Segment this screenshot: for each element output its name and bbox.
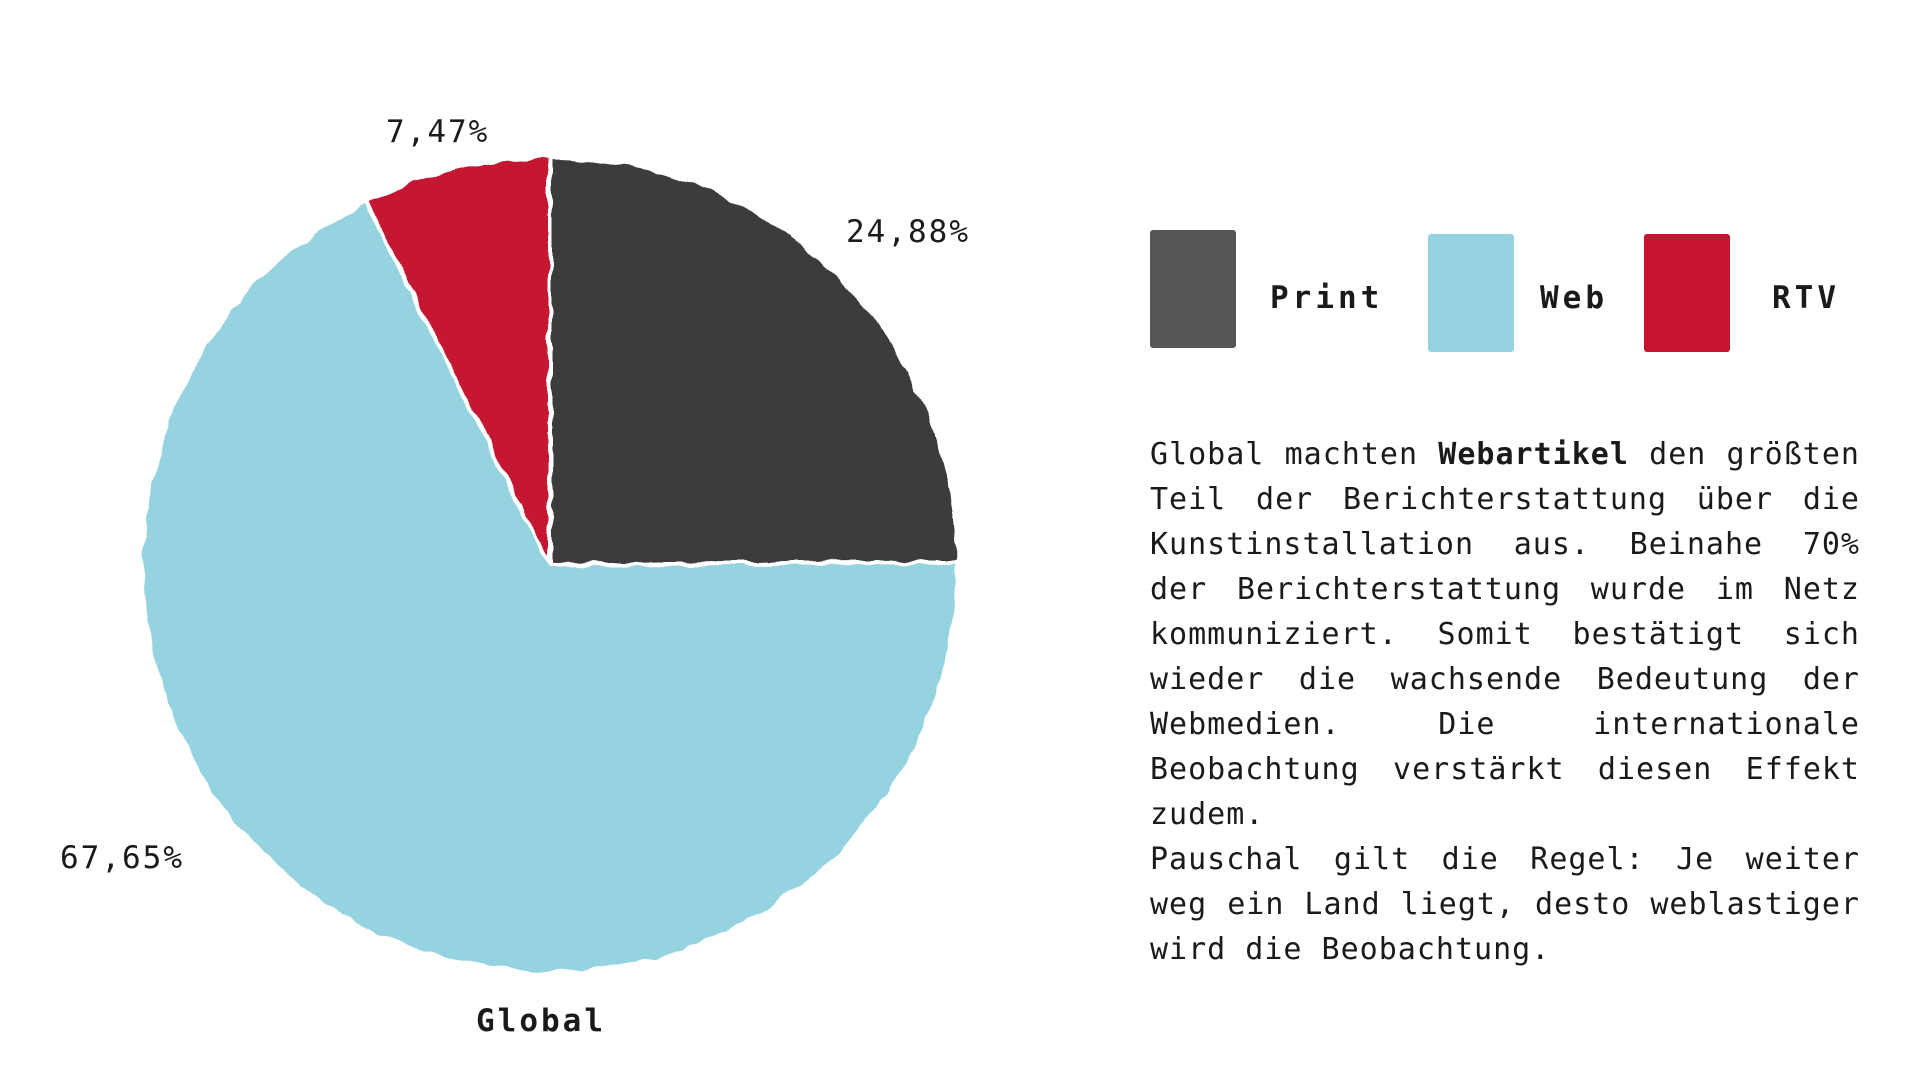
pie-slice-print [548,154,961,568]
slice-label-web: 67,65% [60,840,184,876]
description-text: Global machten Webartikel den größten Te… [1150,432,1860,972]
slice-label-print: 24,88% [846,214,970,250]
legend-label-print: Print [1270,280,1384,316]
legend-label-web: Web [1540,280,1608,316]
pie-slice-web [140,198,960,975]
legend-swatch-print [1150,230,1236,348]
description-paragraph-2: Pauschal gilt die Regel: Je weiter weg e… [1150,842,1860,967]
description-highlight: Webartikel [1438,437,1629,472]
description-paragraph-1: Global machten Webartikel den größten Te… [1150,432,1860,837]
description-body: den größten Teil der Berichterstattung ü… [1150,437,1860,832]
legend-swatch-web [1428,234,1514,352]
slice-label-rtv: 7,47% [386,114,490,150]
legend-label-rtv: RTV [1772,280,1840,316]
pie-chart [140,154,961,975]
chart-title: Global [476,1003,606,1039]
description-intro: Global machten [1150,437,1439,472]
pie-slice-rtv [362,154,552,566]
legend: Print Web RTV [1150,230,1862,360]
legend-swatch-rtv [1644,234,1730,352]
